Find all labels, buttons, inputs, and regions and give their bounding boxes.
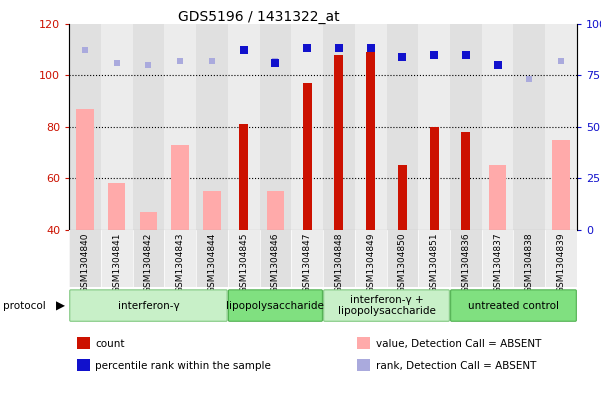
Bar (513, 230, 545, 287)
Bar (69, 24, 101, 230)
Bar (228, 230, 260, 287)
Text: GSM1304840: GSM1304840 (81, 233, 90, 293)
FancyBboxPatch shape (70, 290, 227, 321)
Bar (323, 24, 355, 230)
Bar (133, 230, 164, 287)
Bar (355, 230, 386, 287)
Bar (196, 230, 228, 287)
Bar (450, 230, 482, 287)
Bar (357, 337, 370, 349)
Text: GSM1304838: GSM1304838 (525, 233, 534, 294)
Bar (101, 230, 133, 287)
Bar (366, 52, 375, 230)
Bar (357, 359, 370, 371)
Bar (489, 165, 506, 230)
Bar (267, 191, 284, 230)
Text: ▶: ▶ (56, 299, 65, 312)
Bar (386, 230, 418, 287)
Bar (196, 24, 228, 230)
Text: GSM1304844: GSM1304844 (207, 233, 216, 293)
FancyBboxPatch shape (228, 290, 322, 321)
Bar (462, 132, 471, 230)
Bar (430, 127, 439, 230)
Bar (482, 230, 513, 287)
Text: rank, Detection Call = ABSENT: rank, Detection Call = ABSENT (376, 361, 536, 371)
Text: GSM1304837: GSM1304837 (493, 233, 502, 294)
Bar (239, 124, 248, 230)
Bar (418, 24, 450, 230)
Text: GSM1304845: GSM1304845 (239, 233, 248, 293)
Bar (552, 140, 570, 230)
Text: GSM1304836: GSM1304836 (462, 233, 471, 294)
FancyBboxPatch shape (451, 290, 576, 321)
Text: count: count (95, 339, 124, 349)
Bar (69, 230, 101, 287)
Text: value, Detection Call = ABSENT: value, Detection Call = ABSENT (376, 339, 541, 349)
Bar (482, 24, 513, 230)
Bar (164, 24, 196, 230)
Text: GDS5196 / 1431322_at: GDS5196 / 1431322_at (178, 10, 339, 24)
Text: GSM1304849: GSM1304849 (366, 233, 375, 293)
Text: GSM1304842: GSM1304842 (144, 233, 153, 293)
Bar (398, 165, 407, 230)
Bar (140, 212, 157, 230)
Text: interferon-γ: interferon-γ (118, 301, 179, 310)
Text: untreated control: untreated control (468, 301, 559, 310)
Bar (323, 230, 355, 287)
Bar (171, 145, 189, 230)
Bar (303, 83, 311, 230)
Bar (77, 337, 90, 349)
Bar (228, 24, 260, 230)
Bar (108, 184, 126, 230)
Text: GSM1304846: GSM1304846 (271, 233, 280, 293)
Text: GSM1304851: GSM1304851 (430, 233, 439, 294)
Text: GSM1304847: GSM1304847 (303, 233, 312, 293)
Text: GSM1304839: GSM1304839 (557, 233, 566, 294)
Bar (164, 230, 196, 287)
Text: GSM1304843: GSM1304843 (175, 233, 185, 293)
Bar (513, 24, 545, 230)
Bar (335, 55, 343, 230)
Bar (386, 24, 418, 230)
Bar (291, 24, 323, 230)
Bar (355, 24, 386, 230)
Bar (76, 109, 94, 230)
FancyBboxPatch shape (324, 290, 450, 321)
Bar (260, 24, 291, 230)
Text: lipopolysaccharide: lipopolysaccharide (227, 301, 325, 310)
Bar (545, 24, 577, 230)
Text: GSM1304850: GSM1304850 (398, 233, 407, 294)
Bar (203, 191, 221, 230)
Bar (291, 230, 323, 287)
Bar (133, 24, 164, 230)
Bar (418, 230, 450, 287)
Text: GSM1304841: GSM1304841 (112, 233, 121, 293)
Bar (450, 24, 482, 230)
Bar (545, 230, 577, 287)
Text: interferon-γ +
lipopolysaccharide: interferon-γ + lipopolysaccharide (338, 295, 436, 316)
Bar (101, 24, 133, 230)
Text: GSM1304848: GSM1304848 (334, 233, 343, 293)
Bar (77, 359, 90, 371)
Text: protocol: protocol (3, 301, 46, 311)
Text: percentile rank within the sample: percentile rank within the sample (95, 361, 271, 371)
Bar (260, 230, 291, 287)
